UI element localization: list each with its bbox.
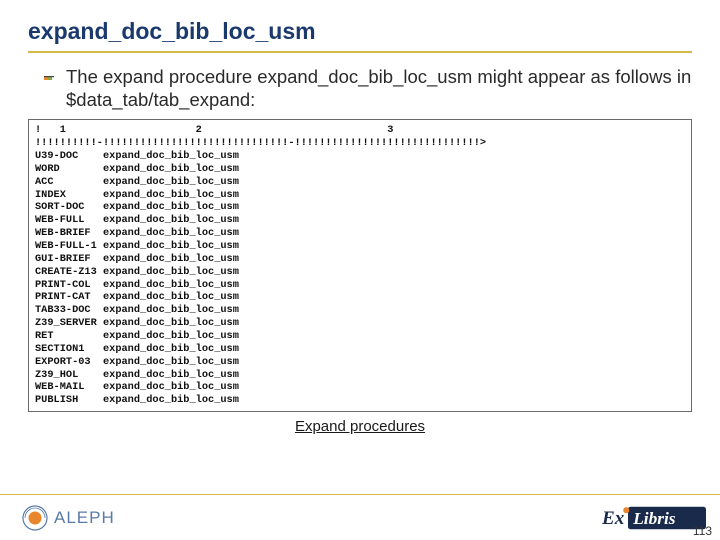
- code-block: ! 1 2 3 !!!!!!!!!!-!!!!!!!!!!!!!!!!!!!!!…: [28, 119, 692, 412]
- svg-text:Ex: Ex: [602, 508, 625, 529]
- bullet-icon: [44, 73, 54, 83]
- aleph-text: ALEPH: [54, 508, 115, 528]
- footer: ALEPH Ex Libris: [0, 494, 720, 540]
- aleph-mark-icon: [22, 505, 48, 531]
- aleph-logo: ALEPH: [22, 505, 115, 531]
- body-text: The expand procedure expand_doc_bib_loc_…: [66, 65, 692, 111]
- page-number: 113: [693, 524, 712, 538]
- svg-text:Libris: Libris: [632, 509, 676, 528]
- exlibris-logo: Ex Libris: [602, 504, 706, 532]
- expand-procedures-link[interactable]: Expand procedures: [28, 418, 692, 435]
- page-title: expand_doc_bib_loc_usm: [28, 18, 692, 53]
